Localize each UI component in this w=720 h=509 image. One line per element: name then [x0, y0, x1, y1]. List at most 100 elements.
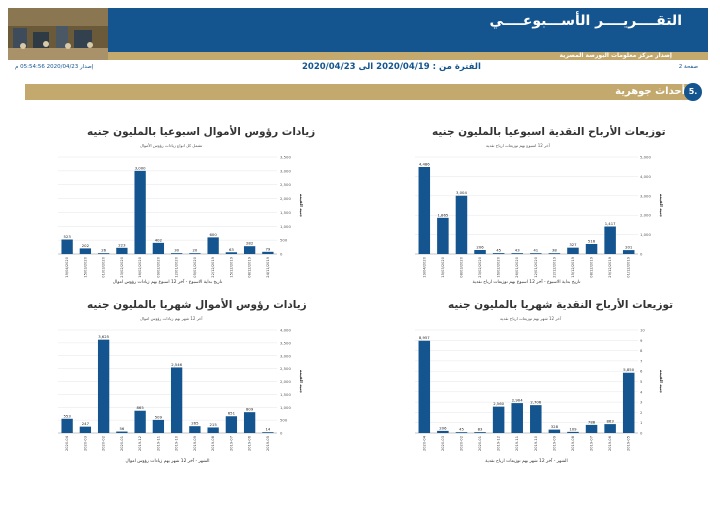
- y-tick-label: 3: [640, 400, 643, 405]
- bar: [225, 252, 238, 254]
- bar: [548, 429, 561, 433]
- trading-floor-image: [8, 8, 108, 60]
- bar: [604, 424, 616, 433]
- bar-value-label: 206: [439, 425, 447, 430]
- bar: [455, 432, 468, 433]
- bar-value-label: 2,904: [512, 398, 523, 403]
- bar-value-label: 1,865: [437, 212, 448, 217]
- bar: [418, 340, 431, 433]
- x-tick-label: 2020-02: [459, 436, 463, 451]
- bar: [61, 239, 73, 254]
- y-tick-label: 1,000: [280, 224, 291, 229]
- bar: [170, 367, 183, 433]
- x-tick-label: 2019-12: [497, 436, 501, 451]
- bar: [134, 170, 146, 254]
- x-tick-label: 2019-10: [175, 435, 179, 451]
- y-tick-label: 8: [640, 348, 643, 353]
- x-tick-label: 2019-09: [552, 435, 556, 451]
- bar: [225, 416, 238, 433]
- x-tick-label: 2019-11: [515, 436, 519, 451]
- bar: [437, 430, 449, 433]
- y-tick-label: 4,000: [280, 328, 291, 333]
- x-tick-label: 2020-01: [478, 436, 482, 451]
- x-tick-label: 2019-07: [229, 436, 233, 451]
- bar: [207, 237, 219, 254]
- x-tick-label: 24/11/2019: [266, 256, 270, 277]
- x-axis-label: تاريخ بداية الاسبوع - آخر 12 اسبوع بهم ز…: [113, 279, 223, 285]
- header-subtitle-bar: [108, 52, 708, 60]
- y-tick-label: 1,500: [280, 392, 291, 397]
- bar: [511, 403, 523, 433]
- x-tick-label: 12/01/2020: [175, 256, 179, 277]
- bar-value-label: 247: [82, 421, 90, 426]
- bar-value-label: 863: [607, 419, 615, 424]
- bar-value-label: 327: [569, 242, 577, 247]
- bar-value-label: 4,486: [419, 161, 430, 166]
- report-title: التقــــريــــر الأســـبوعــــي: [489, 13, 682, 29]
- issue-timestamp: إصدار 2020/04/23 05:54:56 م: [15, 64, 94, 70]
- x-tick-label: 2019-10: [534, 435, 538, 451]
- bar: [474, 432, 486, 433]
- y-tick-label: 4: [640, 389, 643, 394]
- x-tick-label: 2020-02: [102, 436, 106, 451]
- x-tick-label: 01/12/2019: [627, 256, 631, 277]
- bar: [511, 253, 523, 254]
- y-tick-label: 9: [640, 338, 643, 343]
- y-tick-label: 0: [280, 431, 283, 436]
- x-tick-label: 09/02/2020: [156, 256, 160, 277]
- y-tick-label: 2,000: [280, 196, 291, 201]
- page-number: صفحة 2: [678, 64, 698, 70]
- bar-value-label: 809: [246, 407, 254, 412]
- y-tick-label: 3,000: [640, 193, 651, 198]
- bar-value-label: 1,417: [605, 221, 616, 226]
- bar: [585, 424, 598, 433]
- bar-value-label: 201: [625, 245, 633, 250]
- bar: [567, 431, 579, 433]
- section-title: أحداث جوهرية: [615, 86, 685, 97]
- bar-value-label: 516: [588, 238, 596, 243]
- header-photo: [8, 8, 108, 60]
- bar: [492, 406, 505, 433]
- y-tick-label: 5: [640, 379, 643, 384]
- y-tick-label: 1,000: [280, 405, 291, 410]
- y-tick-label: 2,000: [280, 379, 291, 384]
- chart-subtitle-weekly-dividends: آخر 12 اسبوع بهم توزيعات ارباح نقدية: [486, 143, 550, 148]
- report-period: الفترة من : 2020/04/19 الى 2020/04/23: [302, 62, 481, 72]
- x-tick-label: 2020-03: [83, 436, 87, 451]
- bar: [61, 418, 73, 433]
- bar: [585, 243, 598, 254]
- bar-value-label: 3,625: [98, 334, 109, 339]
- bar-value-label: 109: [569, 426, 577, 431]
- section-number-badge: 5.: [684, 83, 702, 101]
- x-tick-label: 2020-03: [441, 436, 445, 451]
- report-header-bar: [8, 8, 708, 52]
- bar: [152, 419, 165, 433]
- x-tick-label: 05/01/2020: [193, 256, 197, 277]
- x-tick-label: 2020-04: [422, 435, 426, 451]
- x-tick-label: 2019-06: [608, 435, 612, 451]
- bar-value-label: 38: [552, 248, 557, 253]
- bar: [530, 405, 542, 433]
- bar: [97, 339, 110, 433]
- bar: [116, 247, 128, 254]
- y-tick-label: 2: [640, 410, 643, 415]
- bar: [418, 166, 431, 254]
- y-tick-label: 6: [640, 369, 643, 374]
- bar: [243, 412, 256, 433]
- x-tick-label: 26/01/2020: [515, 256, 519, 277]
- x-tick-label: 2019-08: [571, 435, 575, 451]
- bar: [207, 427, 219, 433]
- bar-value-label: 265: [191, 421, 199, 426]
- y-tick-label: 0: [640, 252, 643, 257]
- x-tick-label: 15/03/2020: [83, 256, 87, 277]
- bar: [262, 251, 274, 254]
- x-axis-label: الشهر - آخر 12 شهر بهم توزيعات ارباح نقد…: [485, 458, 567, 464]
- y-tick-label: 3,000: [280, 168, 291, 173]
- bar-value-label: 43: [515, 248, 520, 253]
- chart-subtitle-monthly-capital: آخر 12 شهر بهم زيادات رؤوس اموال: [140, 316, 203, 321]
- bar-value-label: 202: [82, 243, 90, 248]
- x-tick-label: 08/12/2019: [590, 256, 594, 277]
- report-subtitle: إصدار مركز معلومات البورصة المصرية: [559, 52, 672, 59]
